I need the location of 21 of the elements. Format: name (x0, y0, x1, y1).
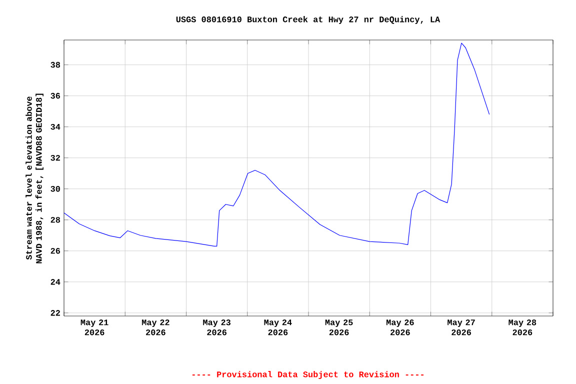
chart-title: USGS 08016910 Buxton Creek at Hwy 27 nr DeQuincy, LA (176, 16, 440, 24)
x-tick-label: May 28 2026 (508, 320, 536, 336)
x-tick-label: May 27 2026 (448, 320, 475, 336)
y-tick-label: 36 (50, 92, 60, 99)
y-tick-label: 24 (50, 279, 60, 285)
line-series (64, 42, 490, 247)
x-tick-label: May 21 2026 (80, 320, 108, 336)
text: ---- Provisional Data Subject to Revision ---- (192, 371, 424, 379)
y-tick-label: 22 (50, 310, 60, 316)
x-tick-label: May 26 2026 (386, 320, 414, 336)
y-tick-label: 30 (50, 186, 60, 192)
y-tick-label: 32 (50, 154, 60, 161)
x-tick-label: May 23 2026 (203, 320, 231, 336)
y-axis-title: Stream water level elevation above NAVD 1988, in feet, [NAVD88 GEOID18] (26, 94, 44, 264)
y-tick-label: 26 (50, 248, 60, 254)
x-tick-label: May 24 2026 (264, 320, 292, 336)
y-tick-label: 28 (50, 216, 60, 223)
x-tick-label: May 22 2026 (142, 320, 170, 336)
y-tick-label: 34 (50, 124, 60, 130)
y-tick-label: 38 (50, 62, 60, 68)
x-tick-label: May 25 2026 (325, 320, 353, 336)
